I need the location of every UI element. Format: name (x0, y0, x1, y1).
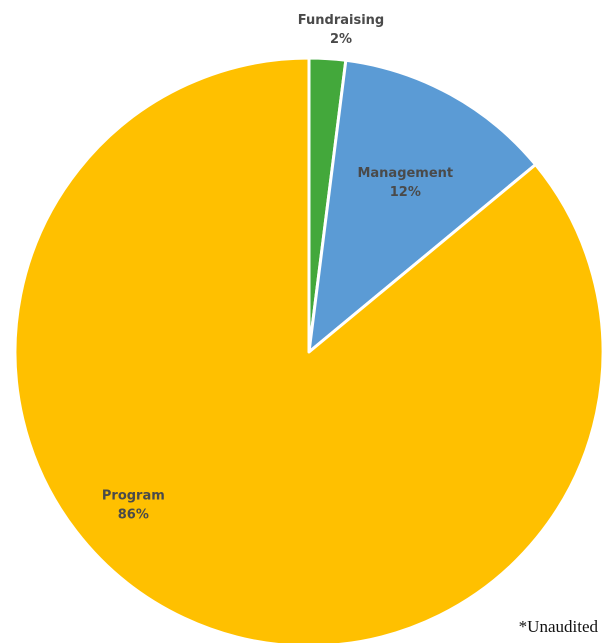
slice-label-value: 2% (330, 32, 352, 47)
pie-slice-management (307, 58, 538, 354)
slice-label-value: 86% (118, 507, 149, 522)
slice-label-management: Management 12% (357, 166, 453, 200)
slice-labels: Fundraising 2% Management 12% Program 86% (102, 13, 453, 522)
footnote-unaudited: *Unaudited (518, 617, 598, 636)
slice-label-program: Program 86% (102, 488, 165, 522)
slice-label-name: Management (357, 166, 453, 181)
slice-label-name: Program (102, 488, 165, 503)
slice-label-name: Fundraising (298, 13, 384, 28)
pie-slice-program (13, 56, 605, 643)
pie-slices (13, 56, 605, 643)
slice-label-fundraising: Fundraising 2% (298, 13, 384, 47)
slice-label-value: 12% (390, 185, 421, 200)
